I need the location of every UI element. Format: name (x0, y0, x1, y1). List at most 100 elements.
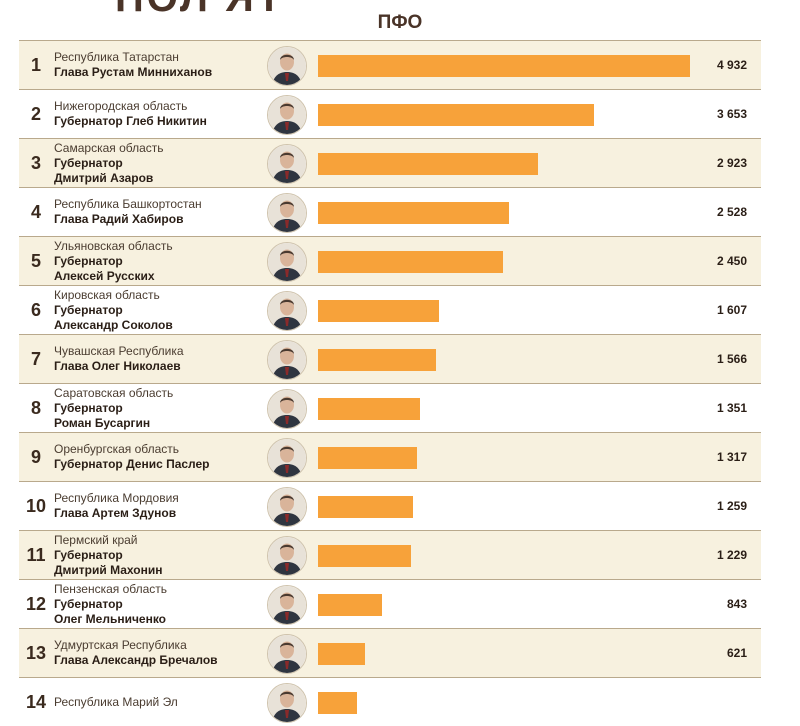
region-info: Саратовская область Губернатор Роман Буса… (54, 384, 264, 432)
leader-name: Губернатор Олег Мельниченко (54, 596, 167, 626)
region-info: Самарская область Губернатор Дмитрий Азар… (54, 139, 264, 187)
avatar (267, 340, 307, 380)
value-bar (318, 104, 594, 126)
rank-number: 8 (30, 397, 41, 418)
leader-name: Губернатор Алексей Русских (54, 253, 155, 283)
region-info: Пермский край Губернатор Дмитрий Махонин (54, 531, 264, 579)
leader-name: Губернатор Роман Бусаргин (54, 400, 151, 430)
rating-row: 12 Пензенская область Губернатор Олег Мель… (19, 579, 761, 628)
rank-number: 7 (30, 348, 41, 369)
value-bar (318, 447, 417, 469)
leader-name: Глава Рустам Минниханов (54, 65, 213, 79)
leader-name: Губернатор Дмитрий Азаров (54, 155, 154, 185)
value-label: 1 607 (716, 303, 747, 317)
avatar (267, 438, 307, 478)
avatar (267, 683, 307, 723)
region-name: Саратовская область (54, 385, 174, 400)
rank-number: 14 (25, 691, 47, 712)
portrait-icon (268, 243, 306, 281)
leader-name: Губернатор Денис Паслер (54, 457, 210, 471)
rating-row: 2 Нижегородская область Губернатор Глеб Ни… (19, 89, 761, 138)
leader-name: Глава Радий Хабиров (54, 212, 184, 226)
leader-name: Губернатор Александр Соколов (54, 302, 173, 332)
value-label: 1 351 (716, 401, 747, 415)
value-bar (318, 643, 365, 665)
portrait-icon (268, 341, 306, 379)
avatar (267, 95, 307, 135)
region-info: Удмуртская Республика Глава Александр Бре… (54, 629, 264, 677)
cut-off-title: ПОЛ ЯТ (115, 0, 284, 18)
value-label: 4 932 (716, 58, 747, 72)
value-label: 621 (726, 646, 747, 660)
region-name: Республика Марий Эл (54, 694, 178, 709)
rating-row: 8 Саратовская область Губернатор Роман Бус… (19, 383, 761, 432)
value-bar (318, 398, 420, 420)
value-label: 843 (726, 597, 747, 611)
avatar (267, 389, 307, 429)
rank-number: 5 (30, 250, 41, 271)
value-bar (318, 594, 382, 616)
portrait-icon (268, 684, 306, 722)
avatar (267, 193, 307, 233)
avatar (267, 242, 307, 282)
rating-row: 1 Республика Татарстан Глава Рустам Минних… (19, 40, 761, 89)
value-label: 2 923 (716, 156, 747, 170)
value-bar (318, 692, 357, 714)
avatar (267, 487, 307, 527)
rank-number: 3 (30, 152, 41, 173)
rank-number: 1 (30, 54, 41, 75)
value-bar (318, 251, 503, 273)
value-bar (318, 202, 509, 224)
region-name: Республика Татарстан (54, 50, 179, 64)
rank-number: 6 (30, 299, 41, 320)
region-info: Ульяновская область Губернатор Алексей Ру… (54, 237, 264, 285)
region-name: Удмуртская Республика (54, 638, 187, 652)
portrait-icon (268, 96, 306, 134)
value-label: 1 229 (716, 548, 747, 562)
region-info: Республика Татарстан Глава Рустам Минниха… (54, 41, 264, 89)
region-name: Республика Башкортостан (54, 197, 202, 211)
region-name: Республика Мордовия (54, 491, 179, 505)
portrait-icon (268, 586, 306, 624)
region-name: Пермский край (54, 532, 138, 547)
value-label: 1 317 (716, 450, 747, 464)
rating-row: 7 Чувашская Республика Глава Олег Николаев… (19, 334, 761, 383)
leader-name: Глава Артем Здунов (54, 506, 177, 520)
value-label: 2 528 (716, 205, 747, 219)
leader-name: Глава Александр Бречалов (54, 653, 218, 667)
region-name: Ульяновская область (54, 238, 173, 253)
value-label: 1 566 (716, 352, 747, 366)
region-name: Оренбургская область (54, 442, 180, 456)
rank-number: 9 (30, 446, 41, 467)
rank-number: 11 (26, 544, 46, 565)
value-bar (318, 496, 413, 518)
region-info: Оренбургская область Губернатор Денис Пас… (54, 433, 264, 481)
region-info: Пензенская область Губернатор Олег Мельни… (54, 580, 264, 628)
avatar (267, 144, 307, 184)
avatar (267, 291, 307, 331)
rating-row: 5 Ульяновская область Губернатор Алексей Р… (19, 236, 761, 285)
value-bar (318, 349, 436, 371)
leader-name: Губернатор Глеб Никитин (54, 114, 207, 128)
value-label: 3 653 (716, 107, 747, 121)
value-bar (318, 545, 411, 567)
region-name: Пензенская область (54, 581, 168, 596)
region-info: Нижегородская область Губернатор Глеб Ник… (54, 90, 264, 138)
portrait-icon (268, 194, 306, 232)
rating-row: 11 Пермский край Губернатор Дмитрий Махони… (19, 530, 761, 579)
region-info: Кировская область Губернатор Александр Со… (54, 286, 264, 334)
rank-number: 12 (25, 593, 47, 614)
rank-number: 13 (25, 642, 47, 663)
region-info: Республика Башкортостан Глава Радий Хабир… (54, 188, 264, 236)
portrait-icon (268, 488, 306, 526)
avatar (267, 536, 307, 576)
rank-number: 10 (25, 495, 47, 516)
chart-subtitle: ПФО (377, 12, 423, 33)
avatar (267, 46, 307, 86)
portrait-icon (268, 292, 306, 330)
value-label: 2 450 (716, 254, 747, 268)
region-info: Республика Марий Эл (54, 678, 264, 726)
region-name: Нижегородская область (54, 99, 188, 113)
region-name: Самарская область (54, 140, 164, 155)
region-info: Республика Мордовия Глава Артем Здунов (54, 482, 264, 530)
